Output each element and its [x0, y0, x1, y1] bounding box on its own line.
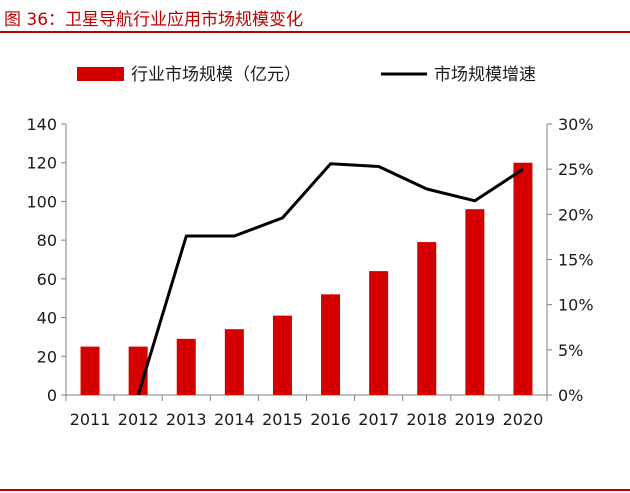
bar-2020 [513, 162, 533, 395]
y-left-tick-label: 120 [26, 154, 57, 173]
bar-2019 [465, 209, 485, 395]
x-tick-label: 2019 [454, 410, 495, 429]
y-left-tick-label: 80 [37, 231, 57, 250]
bar-2014 [224, 329, 244, 395]
y-right-tick-label: 5% [558, 341, 583, 360]
title-rule [0, 31, 630, 33]
bar-2016 [321, 294, 341, 395]
legend-bar-label: 行业市场规模（亿元） [131, 65, 301, 85]
bar-2015 [272, 315, 292, 395]
bar-2017 [369, 271, 389, 395]
bar-2013 [176, 338, 196, 395]
x-tick-label: 2012 [118, 410, 159, 429]
y-right-tick-label: 15% [558, 251, 594, 270]
growth-line [136, 162, 524, 396]
x-tick-label: 2013 [166, 410, 207, 429]
x-tick-label: 2017 [358, 410, 399, 429]
y-right-tick-label: 30% [558, 115, 594, 134]
y-left-tick-label: 0 [47, 386, 57, 405]
chart-title: 图 36：卫星导航行业应用市场规模变化 [4, 10, 304, 30]
y-right-tick-label: 20% [558, 205, 594, 224]
bottom-rule [0, 489, 630, 491]
y-left-tick-label: 60 [37, 270, 57, 289]
y-right-tick-label: 25% [558, 160, 594, 179]
legend-bar-swatch [77, 67, 124, 81]
y-left-tick-label: 100 [26, 192, 57, 211]
x-tick-label: 2018 [406, 410, 447, 429]
x-tick-label: 2011 [70, 410, 111, 429]
legend: 行业市场规模（亿元） 市场规模增速 [77, 65, 536, 85]
y-right-tick-label: 0% [558, 386, 583, 405]
x-tick-label: 2016 [310, 410, 351, 429]
y-left-tick-label: 40 [37, 309, 57, 328]
legend-line-label: 市场规模增速 [434, 65, 536, 85]
y-right-tick-label: 10% [558, 296, 594, 315]
title-bar: 图 36：卫星导航行业应用市场规模变化 [0, 0, 630, 33]
x-tick-label: 2015 [262, 410, 303, 429]
bar-2011 [80, 346, 100, 395]
x-tick-label: 2020 [503, 410, 544, 429]
y-left-tick-label: 140 [26, 115, 57, 134]
x-tick-label: 2014 [214, 410, 255, 429]
plot-area: 0 20 40 60 80 100 120 140 0% 5% 10% 15% 20% 25% 30% 201… [26, 115, 593, 429]
bar-2018 [417, 242, 437, 395]
y-left-tick-label: 20 [37, 347, 57, 366]
